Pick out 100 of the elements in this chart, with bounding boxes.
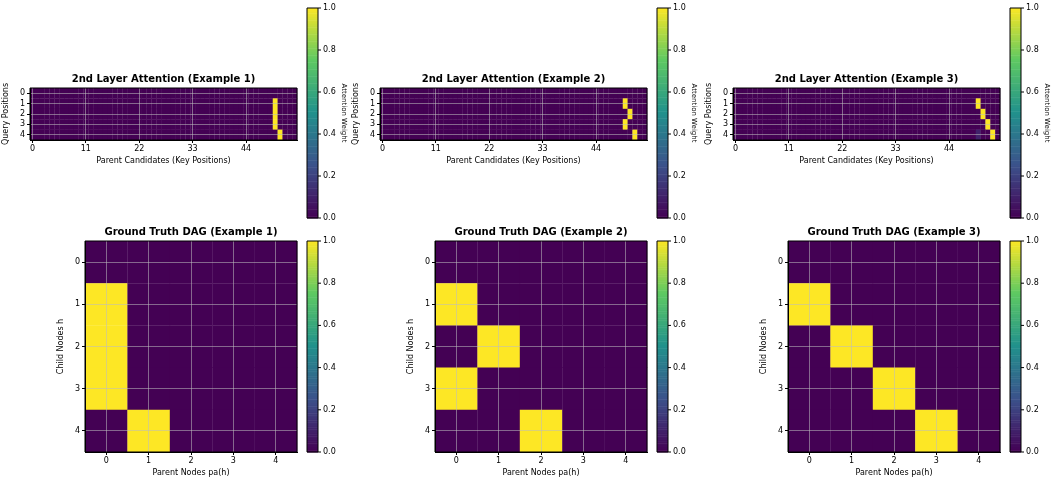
color-bar-label: 0.6 xyxy=(673,320,686,330)
x-tick-label: 11 xyxy=(430,143,441,153)
x-tick-label: 0 xyxy=(379,143,385,153)
chart-title: 2nd Layer Attention (Example 3) xyxy=(774,72,959,84)
x-tick-label: 0 xyxy=(29,143,35,153)
y-tick-label: 0 xyxy=(777,257,783,267)
x-tick-label: 44 xyxy=(590,143,602,153)
chart-title: 2nd Layer Attention (Example 2) xyxy=(421,72,606,84)
y-axis-title: Child Nodes h xyxy=(759,318,769,375)
y-tick-label: 3 xyxy=(74,383,80,393)
x-tick-label: 33 xyxy=(537,143,548,153)
color-bar-label: 0.6 xyxy=(323,320,336,330)
color-bar-label: 0.0 xyxy=(323,213,336,223)
x-tick-label: 0 xyxy=(103,455,109,465)
y-tick-label: 3 xyxy=(19,119,25,129)
color-bar-label: 0.2 xyxy=(673,404,686,414)
color-bar-label: 1.0 xyxy=(323,236,336,246)
x-tick-label: 2 xyxy=(188,455,194,465)
color-bar-label: 0.0 xyxy=(673,447,686,457)
color-bar-label: 0.8 xyxy=(673,278,686,288)
y-tick-label: 4 xyxy=(19,129,25,139)
color-bar-label: 0.6 xyxy=(1026,320,1039,330)
y-tick-label: 1 xyxy=(369,98,375,108)
y-axis-title: Query Positions xyxy=(351,82,361,146)
x-tick-label: 0 xyxy=(732,143,738,153)
color-bar-label: 0.8 xyxy=(323,278,336,288)
color-bar-label: 1.0 xyxy=(323,3,336,13)
y-tick-label: 2 xyxy=(369,109,375,119)
color-bar-label: 0.4 xyxy=(673,129,686,139)
y-tick-label: 1 xyxy=(74,299,80,309)
y-tick-label: 0 xyxy=(369,88,375,98)
y-tick-label: 0 xyxy=(19,88,25,98)
y-tick-label: 2 xyxy=(722,109,728,119)
y-tick-label: 4 xyxy=(722,129,728,139)
x-tick-label: 22 xyxy=(837,143,848,153)
y-tick-label: 2 xyxy=(777,341,783,351)
chart-title: Ground Truth DAG (Example 3) xyxy=(807,225,981,237)
y-tick-label: 4 xyxy=(777,425,783,435)
y-tick-label: 0 xyxy=(722,88,728,98)
x-tick-label: 2 xyxy=(891,455,897,465)
color-bar-label: 0.4 xyxy=(323,129,336,139)
y-tick-label: 1 xyxy=(777,299,783,309)
x-tick-label: 44 xyxy=(240,143,252,153)
color-bar-label: 1.0 xyxy=(1026,236,1039,246)
y-tick-label: 0 xyxy=(424,257,430,267)
x-tick-label: 3 xyxy=(933,455,939,465)
x-tick-label: 22 xyxy=(134,143,145,153)
color-bar-label: 0.0 xyxy=(323,447,336,457)
color-bar-label: 0.4 xyxy=(323,362,336,372)
color-bar-label: 0.2 xyxy=(1026,171,1039,181)
chart-title: Ground Truth DAG (Example 2) xyxy=(454,225,628,237)
y-axis-title: Child Nodes h xyxy=(406,318,416,375)
y-tick-label: 1 xyxy=(722,98,728,108)
color-bar-label: 0.0 xyxy=(673,213,686,223)
color-bar-label: 0.4 xyxy=(673,362,686,372)
x-tick-label: 4 xyxy=(976,455,982,465)
y-tick-label: 2 xyxy=(19,109,25,119)
x-axis-title: Parent Nodes pa(h) xyxy=(502,468,580,478)
color-bar-label: 0.6 xyxy=(323,87,336,97)
color-bar-label: 0.2 xyxy=(1026,404,1039,414)
y-axis-title: Child Nodes h xyxy=(56,318,66,375)
color-bar-label: 0.8 xyxy=(1026,45,1039,55)
color-bar-label: 0.6 xyxy=(673,87,686,97)
y-tick-label: 3 xyxy=(424,383,430,393)
x-tick-label: 1 xyxy=(146,455,152,465)
color-bar-label: 0.8 xyxy=(323,45,336,55)
x-tick-label: 11 xyxy=(80,143,91,153)
y-axis-title: Query Positions xyxy=(1,82,11,146)
y-tick-label: 2 xyxy=(74,341,80,351)
color-bar-label: 0.2 xyxy=(323,404,336,414)
chart-title: Ground Truth DAG (Example 1) xyxy=(104,225,278,237)
color-bar-label: 0.8 xyxy=(673,45,686,55)
x-tick-label: 4 xyxy=(623,455,629,465)
y-tick-label: 3 xyxy=(722,119,728,129)
x-tick-label: 33 xyxy=(890,143,901,153)
x-tick-label: 2 xyxy=(538,455,544,465)
color-bar-label: 0.0 xyxy=(1026,447,1039,457)
y-axis-title: Query Positions xyxy=(704,82,714,146)
x-tick-label: 33 xyxy=(187,143,198,153)
x-tick-label: 11 xyxy=(783,143,794,153)
color-bar-label: 0.8 xyxy=(1026,278,1039,288)
color-bar-label: 0.6 xyxy=(1026,87,1039,97)
x-tick-label: 0 xyxy=(453,455,459,465)
y-tick-label: 4 xyxy=(369,129,375,139)
color-bar-label: 0.4 xyxy=(1026,362,1039,372)
color-bar-label: 0.0 xyxy=(1026,213,1039,223)
y-tick-label: 1 xyxy=(424,299,430,309)
x-tick-label: 22 xyxy=(484,143,495,153)
y-tick-label: 3 xyxy=(777,383,783,393)
x-tick-label: 1 xyxy=(849,455,855,465)
x-tick-label: 44 xyxy=(943,143,955,153)
x-tick-label: 1 xyxy=(496,455,502,465)
color-bar-label: 0.2 xyxy=(673,171,686,181)
y-tick-label: 4 xyxy=(74,425,80,435)
y-tick-label: 3 xyxy=(369,119,375,129)
y-tick-label: 2 xyxy=(424,341,430,351)
x-axis-title: Parent Candidates (Key Positions) xyxy=(446,156,581,166)
color-bar-label: 0.4 xyxy=(1026,129,1039,139)
x-tick-label: 4 xyxy=(273,455,279,465)
y-tick-label: 4 xyxy=(424,425,430,435)
